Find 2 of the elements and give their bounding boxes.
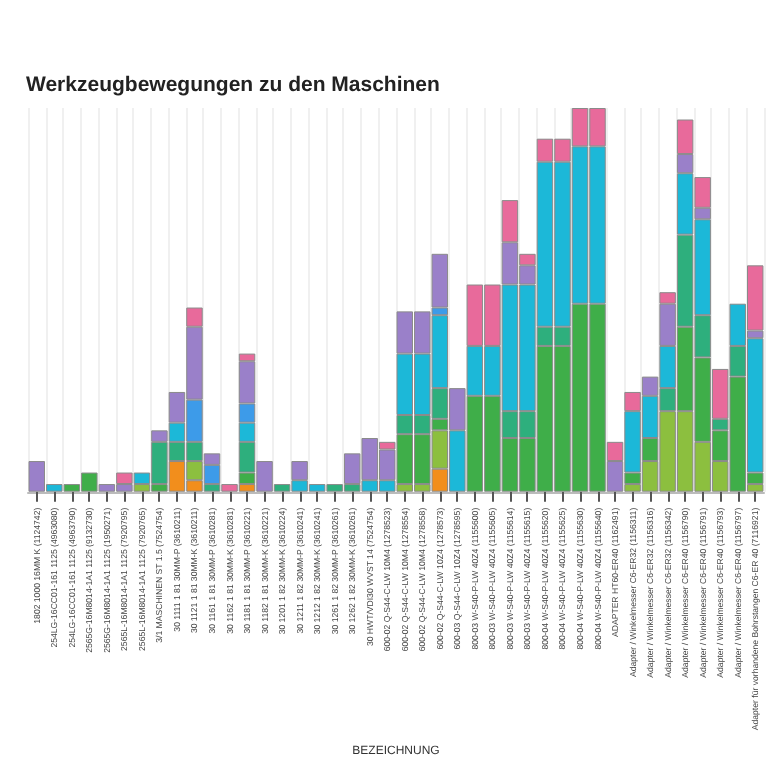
chart-title: Werkzeugbewegungen zu den Maschinen xyxy=(26,73,440,97)
bar xyxy=(431,253,449,308)
